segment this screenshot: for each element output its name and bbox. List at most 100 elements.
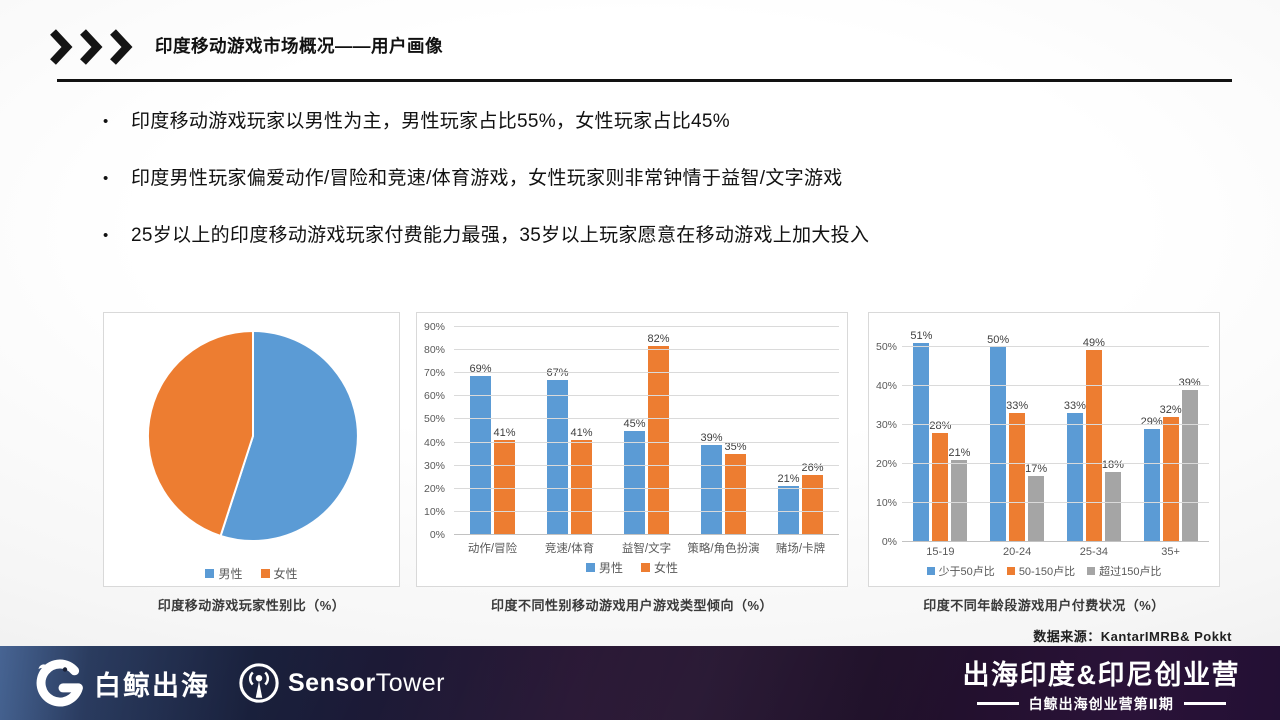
legend-item: 女性	[641, 559, 678, 576]
plot-area: 51% 28% 21% 50% 33% 17% 33% 49% 18% 29% 32% 39%	[902, 327, 1209, 542]
bar-wrapper: 26%	[801, 327, 824, 535]
legend-label: 男性	[598, 561, 623, 575]
gridline	[902, 501, 1209, 503]
gender-pie-chart	[146, 330, 359, 542]
y-tick-label: 0%	[881, 536, 897, 548]
bar-group: 51% 28% 21%	[902, 327, 979, 542]
bullet-dot: •	[103, 113, 109, 130]
bar-wrapper: 39%	[700, 327, 723, 535]
gridline	[902, 345, 1209, 347]
genre-bar-chart-panel: 0% 10% 20% 30% 40% 50% 60% 70% 80% 90% 69% 41% 67% 4…	[416, 312, 848, 587]
bar-女性	[648, 345, 669, 535]
y-tick-label: 80%	[423, 344, 445, 357]
bar-group: 33% 49% 18%	[1056, 327, 1133, 542]
y-tick-label: 10%	[875, 496, 897, 509]
gridline	[454, 510, 839, 512]
pie-legend: 男性 女性	[104, 565, 399, 582]
gridline	[454, 464, 839, 466]
bar-wrapper: 17%	[1025, 327, 1048, 542]
bar-value-label: 21%	[948, 446, 971, 459]
bar-wrapper: 41%	[570, 327, 593, 535]
gridline	[454, 372, 839, 374]
bar-group: 67% 41%	[531, 327, 608, 535]
legend-swatch	[585, 563, 595, 572]
legend-item: 男性	[205, 565, 243, 582]
y-tick-label: 10%	[423, 505, 445, 518]
gridline	[902, 541, 1209, 542]
sensortower-logo-icon	[239, 663, 279, 703]
category-label: 益智/文字	[621, 543, 672, 555]
gridline	[902, 423, 1209, 425]
legend-swatch	[926, 567, 935, 575]
bar-50-150卢比	[1162, 416, 1179, 542]
category-label: 竞速/体育	[544, 543, 595, 555]
bullet-dot: •	[103, 227, 109, 244]
bar-value-label: 51%	[910, 329, 933, 342]
legend-label: 女性	[273, 567, 298, 581]
legend-item: 超过150卢比	[1087, 563, 1161, 579]
y-axis: 0% 10% 20% 30% 40% 50%	[869, 327, 902, 548]
bar-value-label: 41%	[570, 427, 593, 440]
bar-超过150卢比	[1181, 389, 1198, 542]
bar-少于50卢比	[1143, 428, 1160, 542]
bar-value-label: 49%	[1082, 337, 1105, 350]
pie-slice-男性	[219, 330, 359, 542]
sensortower-brand-label: SensorTower	[288, 668, 445, 697]
legend-label: 超过150卢比	[1099, 566, 1162, 578]
y-tick-label: 50%	[423, 413, 445, 426]
page-title: 印度移动游戏市场概况——用户画像	[155, 36, 443, 56]
y-axis: 0% 10% 20% 30% 40% 50% 60% 70% 80% 90%	[417, 321, 450, 541]
category-label: 策略/角色扮演	[687, 543, 760, 555]
bar-value-label: 33%	[1006, 400, 1029, 412]
bar-wrapper: 29%	[1140, 327, 1163, 542]
bar-group: 21% 26%	[762, 327, 839, 535]
bar-wrapper: 21%	[777, 327, 800, 535]
bar-50-150卢比	[932, 432, 949, 542]
category-label: 15-19	[926, 546, 955, 558]
bar-wrapper: 39%	[1178, 327, 1201, 542]
bar-女性	[725, 454, 746, 535]
bar-group: 39% 35%	[685, 327, 762, 535]
subtitle-left-dash	[976, 702, 1019, 705]
bar-wrapper: 28%	[929, 327, 952, 542]
y-tick-label: 20%	[423, 482, 445, 495]
bar-wrapper: 67%	[546, 327, 569, 535]
y-tick-label: 0%	[429, 529, 445, 541]
bar-value-label: 32%	[1159, 403, 1182, 416]
gridline	[454, 395, 839, 397]
legend-item: 女性	[260, 565, 298, 582]
bar-wrapper: 33%	[1063, 327, 1086, 542]
y-tick-label: 60%	[423, 390, 445, 403]
y-tick-label: 40%	[423, 436, 445, 449]
bar-wrapper: 41%	[493, 327, 516, 535]
bullet-dot: •	[103, 170, 109, 187]
gridline	[902, 384, 1209, 386]
bar-value-label: 29%	[1140, 415, 1163, 428]
bar-value-label: 33%	[1063, 400, 1086, 412]
footer-banner: 白鲸出海 SensorTower 出海印度&印尼创业营 白鲸出海创业营第Ⅱ期	[0, 646, 1280, 720]
gridline	[454, 418, 839, 420]
pie-chart-caption: 印度移动游戏玩家性别比（%）	[157, 598, 346, 613]
legend-swatch	[641, 563, 650, 572]
y-tick-label: 30%	[875, 418, 897, 431]
bar-男性	[624, 431, 645, 535]
bar-女性	[802, 474, 823, 535]
legend-swatch	[205, 569, 215, 578]
bar-value-label: 28%	[929, 419, 952, 432]
x-axis-labels: 15-19 20-24 25-34 35+	[902, 546, 1209, 558]
x-axis-labels: 动作/冒险 竞速/体育 益智/文字 策略/角色扮演 赌场/卡牌	[454, 540, 839, 556]
y-tick-label: 50%	[875, 340, 897, 353]
bullet-list: • 印度移动游戏玩家以男性为主，男性玩家占比55%，女性玩家占比45% • 印度…	[103, 110, 1183, 248]
gridline	[454, 441, 839, 443]
bar-超过150卢比	[1028, 475, 1045, 542]
bullet-text: 25岁以上的印度移动游戏玩家付费能力最强，35岁以上玩家愿意在移动游戏上加大投入	[131, 225, 870, 246]
pie-slice-女性	[146, 330, 254, 537]
bar-value-label: 39%	[1178, 376, 1201, 389]
gridline	[454, 534, 839, 535]
bar-wrapper: 49%	[1082, 327, 1105, 542]
bar-wrapper: 82%	[647, 327, 670, 535]
legend-label: 女性	[654, 561, 679, 575]
bar-value-label: 17%	[1025, 462, 1048, 475]
baijing-brand-label: 白鲸出海	[94, 670, 210, 701]
age-chart-legend: 少于50卢比 50-150卢比 超过150卢比	[869, 563, 1219, 579]
